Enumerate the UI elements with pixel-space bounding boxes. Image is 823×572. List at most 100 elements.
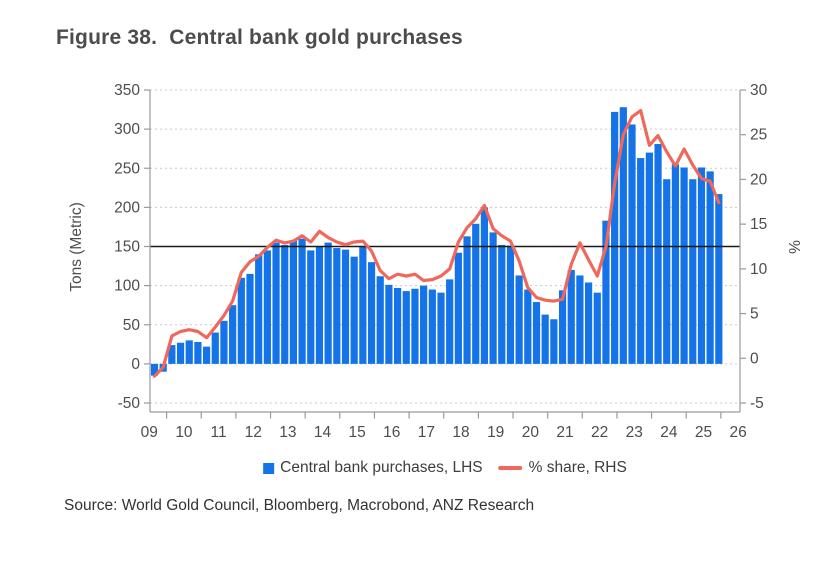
- purchases-bar: [333, 248, 341, 364]
- left-axis-tick-label: 200: [114, 199, 140, 216]
- purchases-bar: [324, 242, 332, 364]
- purchases-bar: [524, 289, 532, 364]
- purchases-bar: [480, 207, 489, 364]
- purchases-bar: [611, 111, 619, 364]
- left-axis-tick-label: 250: [114, 160, 140, 177]
- purchases-bar: [202, 346, 211, 364]
- purchases-bar: [211, 332, 219, 364]
- purchases-bar: [246, 273, 254, 364]
- purchases-bar: [680, 167, 688, 364]
- gold-purchases-chart: 350300250200150100500-50302520151050-509…: [68, 82, 804, 441]
- left-axis-tick-label: 350: [114, 82, 140, 99]
- purchases-bar: [541, 314, 549, 364]
- purchases-bar: [289, 240, 298, 364]
- purchases-bar: [498, 244, 506, 364]
- purchases-bar: [168, 345, 176, 364]
- right-axis-tick-label: 30: [750, 82, 768, 99]
- left-axis-tick-label: 50: [123, 317, 141, 334]
- x-axis-year-label: 26: [730, 424, 747, 441]
- purchases-bar: [463, 236, 471, 364]
- purchases-bar: [558, 290, 567, 364]
- x-axis-year-label: 19: [487, 424, 504, 441]
- legend-label-line: % share, RHS: [528, 459, 627, 476]
- purchases-bar: [237, 277, 245, 364]
- left-axis-tick-label: 0: [131, 356, 140, 373]
- right-axis-tick-label: 20: [750, 171, 768, 188]
- purchases-bar: [567, 269, 575, 364]
- bar-series-swatch-icon: [263, 462, 275, 474]
- left-axis-tick-label: -50: [118, 395, 141, 412]
- purchases-bar: [671, 164, 680, 364]
- x-axis-year-label: 23: [626, 424, 643, 441]
- left-axis-tick-label: 300: [114, 121, 140, 138]
- purchases-bar: [472, 223, 480, 364]
- x-axis-year-label: 25: [695, 424, 712, 441]
- purchases-bar: [359, 246, 367, 364]
- purchases-bar: [272, 242, 280, 364]
- purchases-bar: [411, 288, 419, 364]
- right-axis-tick-label: 5: [750, 306, 759, 323]
- x-axis-year-label: 15: [349, 424, 366, 441]
- legend-item-bars: Central bank purchases, LHS: [263, 459, 483, 477]
- share-line-path: [152, 108, 721, 378]
- purchases-bar: [420, 285, 428, 364]
- purchases-bar: [341, 249, 350, 364]
- purchases-bar: [576, 275, 584, 364]
- purchases-bar: [489, 232, 497, 364]
- purchases-bar: [298, 238, 306, 364]
- x-axis-year-label: 12: [245, 424, 262, 441]
- purchases-bar: [350, 256, 358, 364]
- purchases-bar: [255, 254, 263, 364]
- purchases-bar: [376, 276, 384, 364]
- x-axis-year-label: 18: [452, 424, 469, 441]
- left-axis-tick-label: 150: [114, 239, 140, 256]
- x-axis-year-label: 20: [522, 424, 540, 441]
- purchases-bar: [229, 305, 237, 364]
- x-axis-year-label: 13: [279, 424, 296, 441]
- source-note: Source: World Gold Council, Bloomberg, M…: [64, 497, 535, 514]
- right-axis-tick-label: -5: [750, 395, 764, 412]
- purchases-bar: [185, 340, 193, 364]
- purchases-bar: [367, 262, 376, 364]
- purchases-bar: [645, 152, 653, 364]
- purchases-bar: [628, 124, 636, 364]
- purchases-bar: [428, 289, 436, 364]
- purchases-bar: [150, 363, 159, 376]
- purchases-bar: [176, 342, 185, 364]
- x-axis-year-label: 22: [591, 424, 608, 441]
- chart-legend: Central bank purchases, LHS % share, RHS: [263, 459, 627, 477]
- right-axis-tick-label: 10: [750, 261, 768, 278]
- purchases-bar: [515, 275, 523, 364]
- legend-label-bars: Central bank purchases, LHS: [280, 459, 483, 476]
- purchases-bar: [593, 292, 601, 364]
- x-axis-year-label: 09: [141, 424, 158, 441]
- purchases-bar: [715, 194, 723, 364]
- purchases-bar: [393, 287, 402, 364]
- purchases-bar: [454, 252, 462, 364]
- x-axis-year-label: 14: [314, 424, 332, 441]
- left-axis-title: Tons (Metric): [68, 202, 85, 292]
- right-axis-tick-label: 0: [750, 350, 759, 367]
- legend-item-line: % share, RHS: [498, 459, 627, 477]
- x-axis-year-label: 16: [383, 424, 400, 441]
- right-axis-tick-label: 15: [750, 216, 767, 233]
- purchases-bar: [315, 246, 324, 364]
- left-axis-tick-label: 100: [114, 278, 140, 295]
- right-axis-tick-label: 25: [750, 127, 767, 144]
- purchases-bar: [385, 284, 393, 364]
- purchases-bar: [532, 302, 541, 364]
- purchases-bar: [697, 167, 706, 364]
- purchases-bar: [602, 220, 610, 364]
- purchases-bar: [706, 171, 714, 364]
- right-axis-title: %: [787, 240, 804, 254]
- purchases-bar: [194, 341, 202, 364]
- purchases-bar: [654, 143, 662, 364]
- purchases-bar: [446, 279, 454, 364]
- purchases-bar: [220, 320, 228, 364]
- purchases-bar: [619, 107, 627, 364]
- x-axis-year-label: 17: [418, 424, 435, 441]
- purchases-bar: [402, 291, 410, 364]
- purchases-bar: [584, 282, 593, 364]
- x-axis-year-label: 24: [660, 424, 678, 441]
